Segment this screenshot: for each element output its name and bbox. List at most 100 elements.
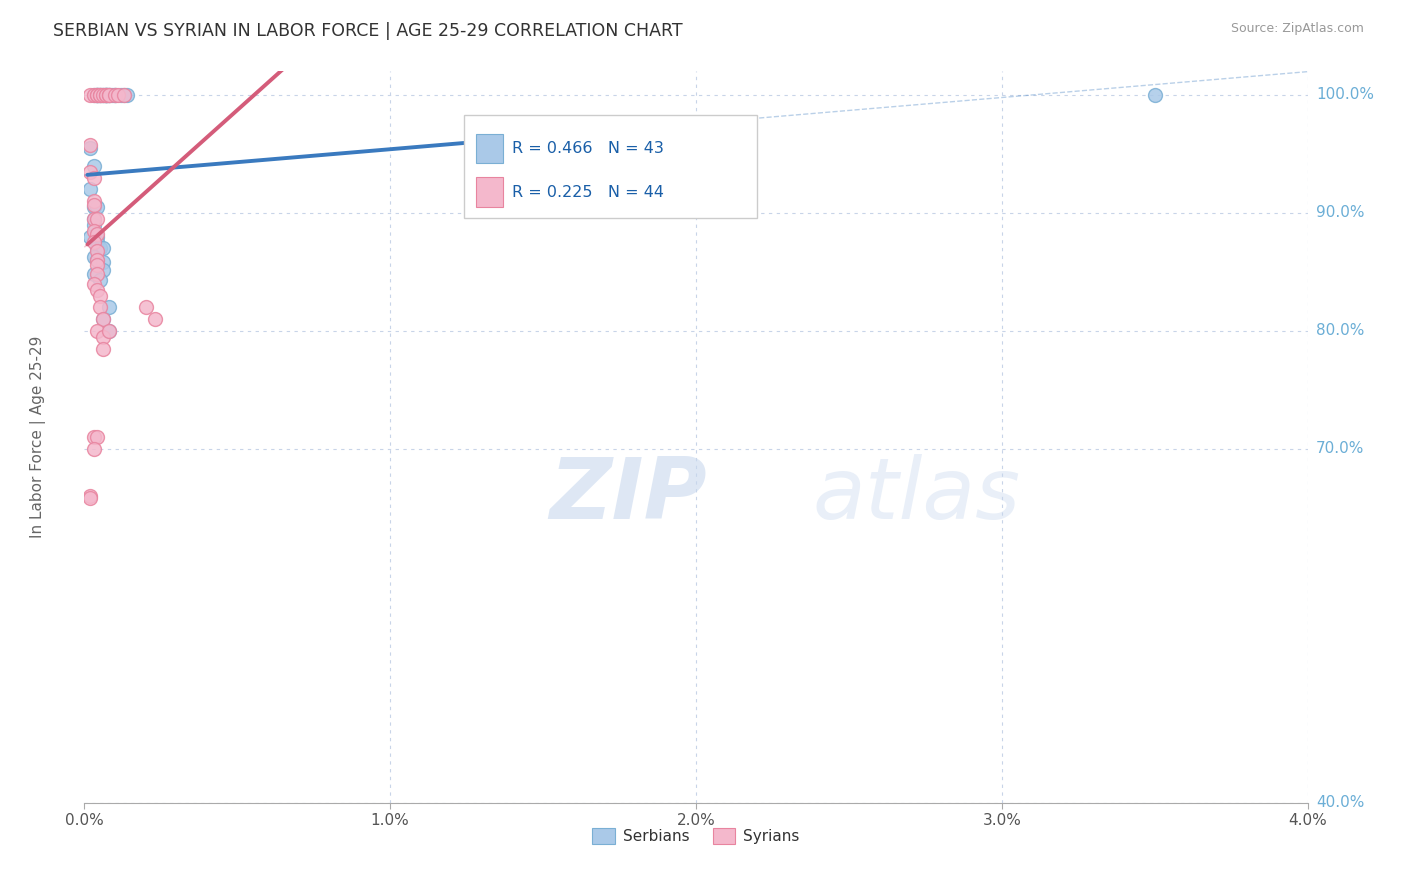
Point: [97, 301, 120, 315]
Point: [97, 87, 120, 102]
Text: In Labor Force | Age 25-29: In Labor Force | Age 25-29: [30, 336, 46, 538]
Point: [83, 235, 105, 250]
Point: [97, 324, 120, 338]
Point: [104, 87, 127, 102]
Point: [83, 430, 105, 444]
Point: [83, 159, 105, 173]
Text: R = 0.225   N = 44: R = 0.225 N = 44: [513, 185, 665, 200]
Point: [91, 330, 114, 344]
Point: [86, 241, 108, 255]
Point: [115, 87, 138, 102]
Point: [79, 164, 101, 178]
Text: 80.0%: 80.0%: [1316, 324, 1364, 338]
Point: [79, 141, 101, 155]
Point: [94, 87, 117, 102]
Legend: Serbians, Syrians: Serbians, Syrians: [586, 822, 806, 850]
Point: [97, 87, 120, 102]
Point: [135, 301, 157, 315]
Point: [94, 87, 117, 102]
Point: [112, 87, 135, 102]
Point: [83, 218, 105, 232]
Point: [86, 267, 108, 281]
Point: [89, 241, 111, 255]
Point: [89, 87, 111, 102]
Point: [91, 342, 114, 356]
Point: [86, 283, 108, 297]
Point: [91, 87, 114, 102]
Point: [91, 255, 114, 269]
Point: [1143, 87, 1166, 102]
Point: [83, 200, 105, 214]
FancyBboxPatch shape: [475, 178, 503, 207]
Point: [104, 87, 127, 102]
Point: [86, 87, 108, 102]
Point: [91, 312, 114, 326]
Point: [86, 430, 108, 444]
Point: [83, 194, 105, 208]
FancyBboxPatch shape: [475, 134, 503, 163]
Point: [86, 258, 108, 272]
Point: [83, 87, 105, 102]
Point: [97, 87, 120, 102]
Point: [104, 87, 127, 102]
Point: [101, 87, 124, 102]
Point: [79, 229, 101, 244]
Point: [89, 273, 111, 287]
Point: [86, 200, 108, 214]
Point: [91, 87, 114, 102]
Text: 70.0%: 70.0%: [1316, 442, 1364, 457]
Text: 40.0%: 40.0%: [1316, 796, 1364, 810]
Point: [86, 253, 108, 268]
Text: R = 0.466   N = 43: R = 0.466 N = 43: [513, 141, 665, 156]
Point: [91, 241, 114, 255]
Point: [86, 87, 108, 102]
Point: [86, 235, 108, 250]
Point: [86, 227, 108, 242]
Point: [83, 267, 105, 281]
Point: [83, 211, 105, 226]
Point: [83, 197, 105, 211]
Point: [83, 442, 105, 456]
Point: [94, 87, 117, 102]
Point: [86, 229, 108, 244]
Point: [86, 253, 108, 268]
Point: [91, 87, 114, 102]
Point: [94, 87, 117, 102]
Point: [86, 324, 108, 338]
Point: [86, 87, 108, 102]
Text: ZIP: ZIP: [550, 454, 707, 537]
Text: Source: ZipAtlas.com: Source: ZipAtlas.com: [1230, 22, 1364, 36]
Point: [79, 491, 101, 506]
Point: [83, 250, 105, 264]
Point: [86, 87, 108, 102]
Point: [79, 87, 101, 102]
Point: [83, 170, 105, 185]
Point: [97, 324, 120, 338]
Point: [79, 489, 101, 503]
Point: [89, 87, 111, 102]
Point: [83, 277, 105, 291]
Point: [94, 87, 117, 102]
Point: [79, 137, 101, 152]
Point: [143, 312, 166, 326]
Text: atlas: atlas: [813, 454, 1021, 537]
Point: [107, 87, 129, 102]
Point: [89, 288, 111, 302]
Point: [89, 87, 111, 102]
Point: [94, 87, 117, 102]
Point: [83, 211, 105, 226]
Text: 100.0%: 100.0%: [1316, 87, 1374, 103]
Point: [89, 87, 111, 102]
FancyBboxPatch shape: [464, 115, 758, 218]
Point: [89, 301, 111, 315]
Point: [112, 87, 135, 102]
Point: [83, 224, 105, 238]
Point: [91, 312, 114, 326]
Point: [83, 87, 105, 102]
Point: [86, 244, 108, 258]
Point: [86, 211, 108, 226]
Point: [110, 87, 132, 102]
Point: [97, 87, 120, 102]
Point: [79, 182, 101, 196]
Text: 90.0%: 90.0%: [1316, 205, 1365, 220]
